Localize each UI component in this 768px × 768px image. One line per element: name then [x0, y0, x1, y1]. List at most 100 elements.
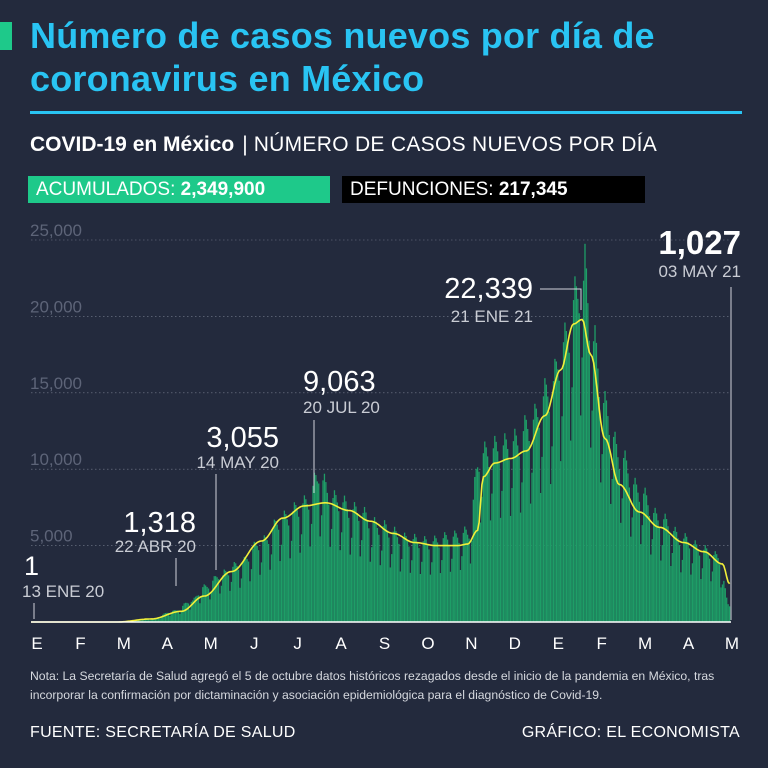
daily-bar — [359, 556, 361, 622]
daily-bar — [229, 590, 231, 622]
daily-bar — [442, 538, 444, 622]
daily-bar — [275, 520, 277, 622]
daily-bar — [564, 322, 566, 622]
daily-bar — [428, 549, 430, 622]
daily-bar — [267, 543, 270, 622]
daily-bar — [169, 615, 171, 622]
daily-bar — [266, 540, 268, 622]
x-tick-label: N — [465, 634, 477, 653]
annotation-value: 9,063 — [303, 366, 376, 398]
daily-bar — [349, 554, 351, 622]
daily-bar — [542, 396, 545, 622]
daily-bar — [527, 428, 529, 622]
daily-bar — [720, 587, 722, 622]
daily-bar — [432, 541, 434, 622]
daily-bar — [716, 554, 718, 622]
daily-bar — [638, 501, 641, 622]
daily-bar — [697, 549, 699, 622]
daily-bar — [319, 536, 321, 622]
x-tick-label: A — [683, 634, 695, 653]
daily-bar — [522, 431, 525, 622]
daily-bar — [525, 419, 527, 622]
annotation-date: 21 ENE 21 — [451, 307, 533, 326]
daily-bar — [595, 342, 598, 622]
daily-bar — [617, 457, 619, 622]
daily-bar — [478, 471, 480, 622]
daily-bar — [668, 534, 671, 622]
daily-bar — [657, 520, 659, 622]
daily-bar — [511, 488, 513, 622]
daily-bar — [721, 584, 724, 622]
daily-bar — [250, 569, 253, 622]
daily-bar — [710, 581, 712, 622]
daily-bar — [551, 446, 553, 622]
source-credit: FUENTE: SECRETARÍA DE SALUD — [30, 724, 296, 741]
daily-bar — [143, 618, 145, 622]
daily-bar — [405, 536, 407, 622]
daily-bar — [653, 512, 655, 622]
daily-bar — [538, 427, 540, 622]
x-tick-label: O — [421, 634, 434, 653]
daily-bar — [176, 610, 178, 622]
annotation-value: 1,318 — [123, 507, 196, 539]
daily-bar — [684, 533, 686, 622]
daily-bar — [469, 563, 472, 622]
daily-bar — [481, 496, 483, 622]
daily-bar — [624, 450, 626, 622]
daily-bar — [207, 588, 210, 622]
daily-bar — [714, 551, 716, 622]
daily-bar — [305, 499, 307, 622]
daily-bar — [446, 539, 449, 622]
daily-bar — [612, 436, 615, 622]
daily-bar — [343, 495, 346, 622]
daily-bar — [290, 540, 293, 622]
daily-bar — [459, 570, 462, 622]
daily-bar — [508, 460, 510, 622]
daily-bar — [572, 300, 575, 622]
x-tick-label: A — [162, 634, 174, 653]
daily-bar — [150, 619, 152, 622]
daily-bar — [318, 483, 320, 622]
page-title: Número de casos nuevos por día de corona… — [30, 15, 655, 99]
daily-bar — [366, 519, 369, 622]
daily-bar — [162, 614, 164, 622]
daily-bar — [622, 457, 625, 622]
daily-bar — [187, 603, 190, 622]
daily-bar — [471, 540, 473, 622]
annotation-leader — [540, 288, 582, 310]
daily-bar — [498, 462, 500, 622]
daily-bar — [728, 606, 731, 622]
daily-bar — [167, 612, 170, 622]
daily-bar — [588, 340, 590, 622]
daily-bar — [614, 431, 616, 622]
daily-bar — [279, 561, 281, 622]
daily-bar — [414, 533, 416, 622]
x-tick-label: S — [379, 634, 390, 653]
daily-bar — [497, 451, 499, 622]
daily-bar — [451, 558, 453, 622]
daily-bar — [590, 447, 592, 622]
daily-bar — [144, 618, 147, 622]
daily-bar — [485, 447, 487, 622]
daily-bar — [700, 579, 702, 622]
daily-bar — [630, 536, 632, 622]
daily-bar — [345, 501, 347, 622]
daily-bar — [625, 460, 628, 622]
daily-bar — [182, 605, 184, 622]
daily-bar — [643, 493, 645, 622]
daily-bar — [336, 502, 338, 622]
daily-bar — [154, 618, 157, 622]
x-tick-label: J — [250, 634, 259, 653]
daily-bar — [230, 581, 233, 622]
daily-bar — [157, 617, 160, 622]
subtitle-main: COVID-19 en México — [30, 133, 235, 156]
daily-bar — [487, 456, 489, 622]
daily-bar — [701, 568, 704, 622]
accent-bar — [0, 22, 12, 50]
daily-bar — [166, 612, 168, 622]
daily-bar — [439, 573, 442, 622]
acumulados-label: ACUMULADOS: — [36, 179, 176, 200]
daily-bar — [541, 456, 543, 622]
